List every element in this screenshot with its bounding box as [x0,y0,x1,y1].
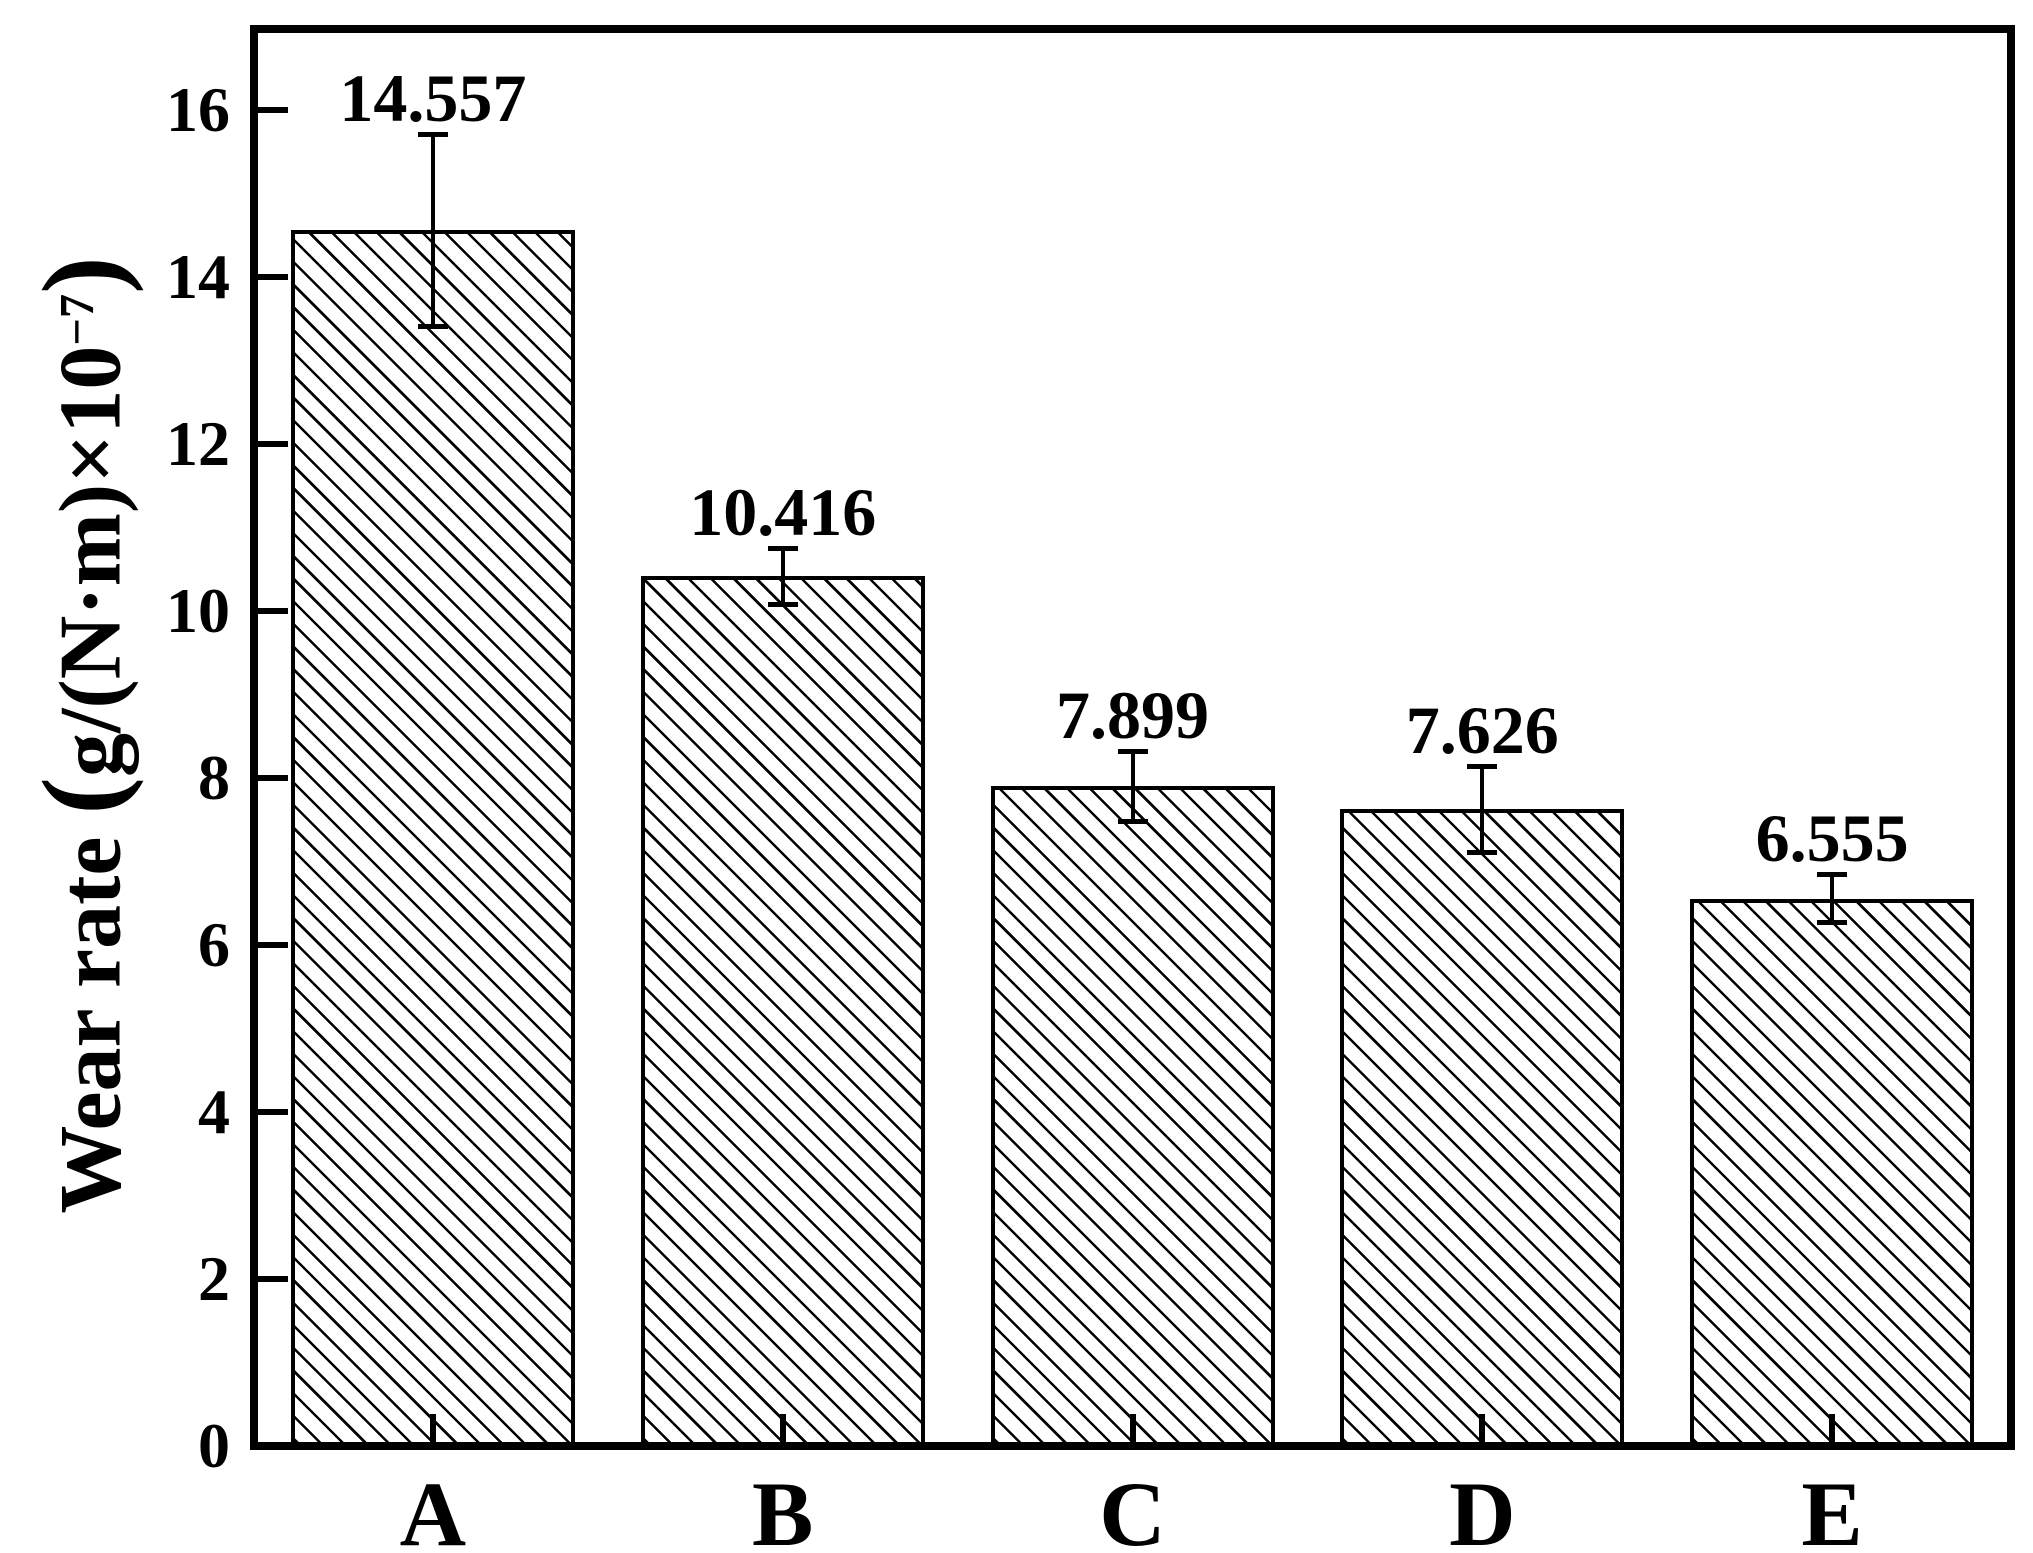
error-bar-line [1480,765,1485,853]
y-axis-tick [258,942,288,948]
bar-D [1340,809,1625,1446]
error-bar-line [430,134,435,327]
x-axis-tick [1829,1414,1836,1442]
x-axis-tick [1479,1414,1486,1442]
error-bar-cap-bottom [1817,919,1848,925]
error-bar-line [1830,874,1835,923]
y-axis-tick [258,441,288,447]
error-bar-cap-top [1817,872,1848,878]
x-axis-tick [429,1414,436,1442]
error-bar-cap-bottom [767,601,798,607]
error-bar-cap-bottom [417,323,448,329]
y-axis-tick-label: 16 [166,74,230,145]
y-axis-title-formula: g/(N·m)×10 [42,345,140,778]
bar-C [990,786,1275,1446]
category-label: E [1801,1463,1863,1553]
error-bar-cap-top [1117,748,1148,754]
error-bar-cap-top [1467,763,1498,769]
value-label: 10.416 [689,473,877,550]
value-label: 6.555 [1755,800,1909,877]
error-bar-line [1130,750,1135,823]
y-axis-tick [258,274,288,280]
bar-A [290,230,575,1446]
y-axis-tick [258,1109,288,1115]
bar-E [1690,898,1975,1446]
error-bar-line [780,547,785,605]
y-axis-title-prefix: Wear rate [42,814,140,1214]
y-axis-tick [258,107,288,113]
x-axis-tick [1129,1414,1136,1442]
y-axis-tick-label: 0 [198,1410,230,1481]
y-axis-tick-label: 6 [198,909,230,980]
category-label: A [399,1463,467,1553]
category-label: B [752,1463,814,1553]
y-axis-tick [258,775,288,781]
error-bar-cap-top [767,545,798,551]
y-axis-tick-label: 12 [166,408,230,479]
y-axis-tick-label: 2 [198,1243,230,1314]
value-label: 7.899 [1056,676,1209,753]
y-axis-tick-label: 10 [166,575,230,646]
y-axis-tick-label: 8 [198,742,230,813]
category-label: C [1099,1463,1166,1553]
value-label: 14.557 [339,60,527,137]
error-bar-cap-top [417,132,448,138]
x-axis-tick [779,1414,786,1442]
value-label: 7.626 [1405,691,1559,768]
error-bar-cap-bottom [1117,819,1148,825]
y-axis-tick-label: 14 [166,241,230,312]
error-bar-cap-bottom [1467,849,1498,855]
y-axis-tick [258,608,288,614]
y-axis-tick-label: 4 [198,1076,230,1147]
category-label: D [1449,1463,1516,1553]
bar-B [640,576,925,1446]
y-axis-tick [258,1276,288,1282]
